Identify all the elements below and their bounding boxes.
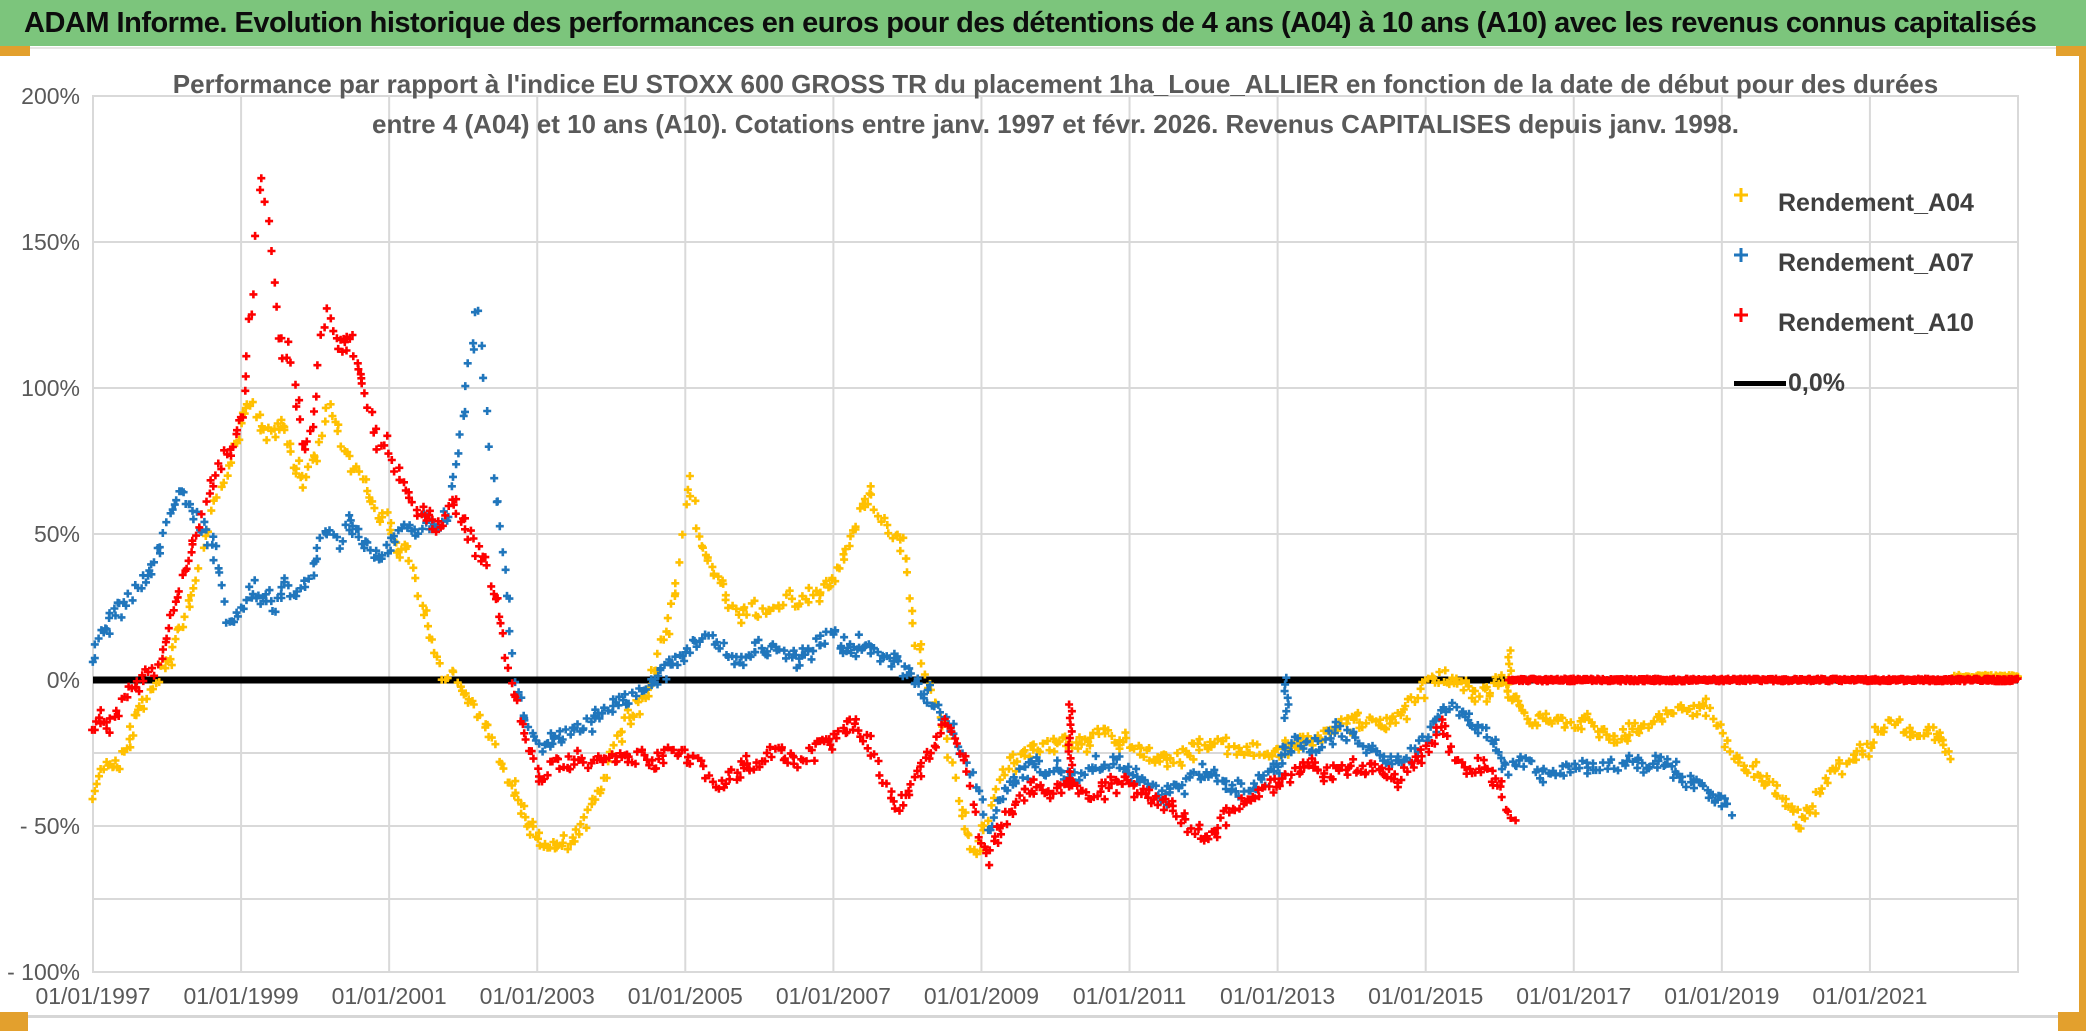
legend-label: 0,0% — [1788, 368, 1845, 397]
x-tick-label: 01/01/2001 — [331, 983, 447, 1009]
gold-corner-top-right — [2056, 46, 2086, 56]
legend-label: Rendement_A04 — [1778, 188, 1974, 217]
chart-subtitle: Performance par rapport à l'indice EU ST… — [93, 64, 2018, 144]
chart-title-bar: ADAM Informe. Evolution historique des p… — [0, 0, 2086, 46]
gold-corner-top-left — [0, 46, 30, 56]
legend-label: Rendement_A10 — [1778, 308, 1974, 337]
titlebar-shadow — [0, 47, 2086, 49]
y-tick-label: - 100% — [7, 959, 80, 985]
series-Rendement_A07 — [88, 306, 1736, 835]
y-tick-label: 150% — [21, 229, 80, 255]
page-title: ADAM Informe. Evolution historique des p… — [24, 6, 2037, 39]
chart-subtitle-line2: entre 4 (A04) et 10 ans (A10). Cotations… — [372, 109, 1739, 139]
x-tick-label: 01/01/2005 — [627, 983, 743, 1009]
x-tick-label: 01/01/2013 — [1220, 983, 1336, 1009]
y-tick-label: 200% — [21, 83, 80, 109]
x-tick-label: 01/01/1999 — [183, 983, 299, 1009]
y-tick-label: 0% — [46, 667, 80, 693]
chart-subtitle-line1: Performance par rapport à l'indice EU ST… — [172, 69, 1939, 99]
legend-item-0-0-: 0,0% — [1732, 366, 1845, 400]
x-tick-label: 01/01/2007 — [775, 983, 891, 1009]
x-tick-label: 01/01/2019 — [1664, 983, 1780, 1009]
x-tick-label: 01/01/2015 — [1368, 983, 1484, 1009]
gold-border-right — [2079, 46, 2086, 1031]
legend-item-rendement-a04: Rendement_A04 — [1732, 186, 1974, 220]
gold-corner-bottom-left — [0, 1012, 28, 1031]
legend-item-rendement-a07: Rendement_A07 — [1732, 246, 1974, 280]
x-tick-label: 01/01/2021 — [1812, 983, 1928, 1009]
legend-line-swatch — [1732, 380, 1788, 386]
x-tick-label: 01/01/2017 — [1516, 983, 1632, 1009]
legend-item-rendement-a10: Rendement_A10 — [1732, 306, 1974, 340]
y-tick-label: - 50% — [19, 813, 80, 839]
bottom-border-line — [28, 1015, 2058, 1018]
gold-corner-bottom-right — [2058, 1012, 2086, 1031]
y-tick-label: 50% — [33, 521, 80, 547]
x-tick-label: 01/01/2011 — [1072, 983, 1187, 1009]
x-tick-label: 01/01/2003 — [479, 983, 595, 1009]
y-tick-label: 100% — [21, 375, 80, 401]
x-tick-label: 01/01/1997 — [35, 983, 151, 1009]
series-Rendement_A10 — [88, 174, 2022, 870]
x-tick-label: 01/01/2009 — [923, 983, 1040, 1009]
legend-label: Rendement_A07 — [1778, 248, 1974, 277]
